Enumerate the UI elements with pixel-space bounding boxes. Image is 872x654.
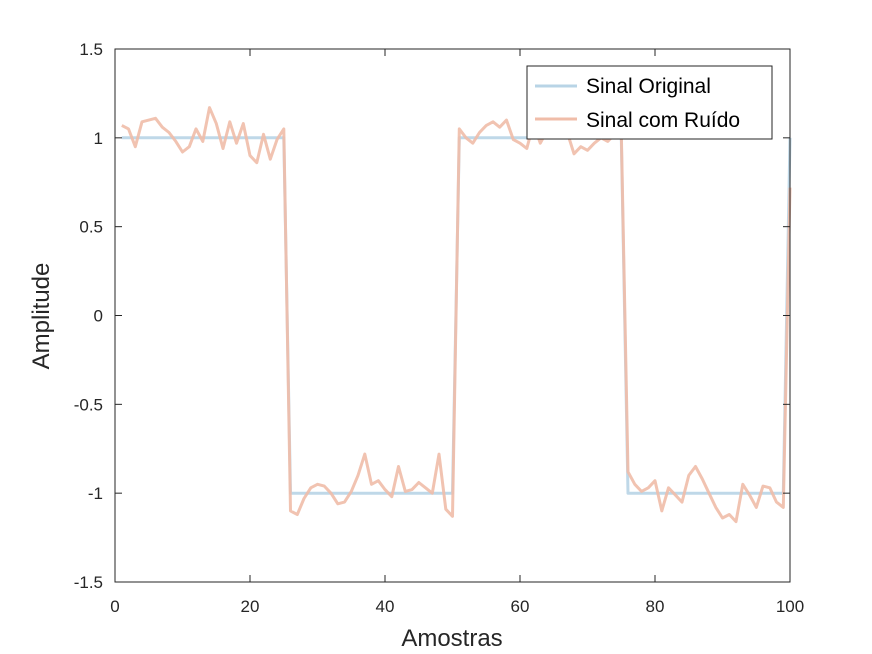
x-tick-label: 60	[511, 597, 530, 616]
tick-labels-layer: 0 20 40 60 80 100 -1.5 -1 -0.5 0 0.5 1 1.5	[74, 40, 804, 616]
y-tick-label: 1	[94, 129, 103, 148]
x-tick-label: 40	[376, 597, 395, 616]
y-tick-label: 0.5	[79, 218, 103, 237]
y-tick-label: -1.5	[74, 573, 103, 592]
legend-box	[526, 65, 773, 140]
series-line-sinal-com-ruido	[121, 106, 792, 524]
x-tick-label: 20	[241, 597, 260, 616]
y-tick-label: 0	[94, 307, 103, 326]
legend-label-sinal-original: Sinal Original	[586, 75, 711, 98]
x-axis-label: Amostras	[401, 625, 502, 652]
y-tick-label: -0.5	[74, 395, 103, 414]
ticks-layer	[114, 48, 791, 583]
x-tick-label: 100	[776, 597, 804, 616]
series-layer	[121, 106, 792, 524]
legend: Sinal Original Sinal com Ruído	[526, 65, 773, 140]
x-tick-label: 0	[110, 597, 119, 616]
y-tick-label: -1	[88, 484, 103, 503]
y-tick-label: 1.5	[79, 40, 103, 59]
y-axis-label: Amplitude	[28, 263, 55, 370]
x-tick-label: 80	[646, 597, 665, 616]
legend-label-sinal-com-ruido: Sinal com Ruído	[586, 109, 740, 132]
